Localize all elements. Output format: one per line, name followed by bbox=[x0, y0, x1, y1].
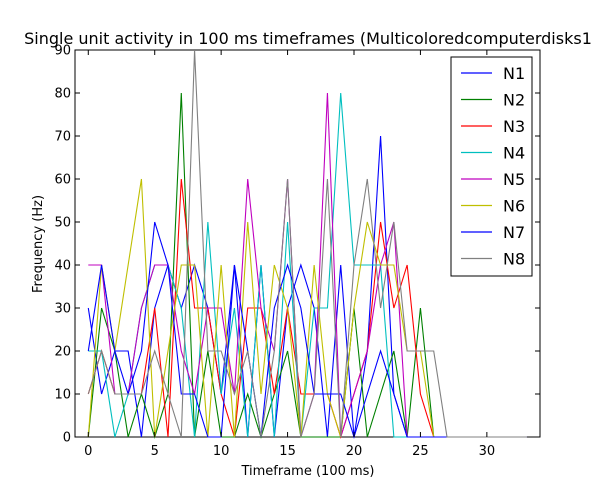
x-tick-label: 15 bbox=[279, 444, 296, 459]
chart-title: Single unit activity in 100 ms timeframe… bbox=[24, 29, 592, 48]
legend-label-n2: N2 bbox=[503, 91, 525, 110]
x-tick-label: 30 bbox=[479, 444, 496, 459]
x-axis-label: Timeframe (100 ms) bbox=[240, 464, 374, 479]
series-layer bbox=[87, 49, 527, 439]
x-tick-label: 10 bbox=[213, 444, 230, 459]
x-tick-label: 5 bbox=[151, 444, 159, 459]
legend-label-n3: N3 bbox=[503, 117, 525, 136]
y-axis-label: Frequency (Hz) bbox=[31, 195, 46, 293]
y-tick-label: 80 bbox=[54, 87, 71, 102]
y-tick-label: 90 bbox=[54, 44, 71, 59]
x-tick-label: 20 bbox=[346, 444, 363, 459]
x-tick-label: 25 bbox=[412, 444, 429, 459]
y-tick-label: 50 bbox=[54, 216, 71, 231]
legend-label-n6: N6 bbox=[503, 197, 525, 216]
legend-label-n1: N1 bbox=[503, 64, 525, 83]
legend-label-n7: N7 bbox=[503, 223, 525, 242]
y-tick-label: 70 bbox=[54, 130, 71, 145]
legend: N1 N2 N3 N4 N5 N6 N7 N8 bbox=[450, 56, 533, 277]
x-tick-label: 0 bbox=[84, 444, 92, 459]
y-tick-label: 60 bbox=[54, 173, 71, 188]
y-tick-label: 0 bbox=[63, 431, 71, 446]
legend-label-n5: N5 bbox=[503, 170, 525, 189]
y-tick-label: 20 bbox=[54, 345, 71, 360]
legend-label-n8: N8 bbox=[503, 250, 525, 269]
series-line-n8 bbox=[87, 49, 527, 438]
y-tick-label: 30 bbox=[54, 302, 71, 317]
y-tick-label: 10 bbox=[54, 388, 71, 403]
legend-box bbox=[450, 56, 533, 277]
legend-label-n4: N4 bbox=[503, 144, 525, 163]
ticks-layer: 0 5 10 15 20 25 30 0 10 20 30 40 50 60 70 80 90 bbox=[54, 44, 540, 459]
y-tick-label: 40 bbox=[54, 259, 71, 274]
